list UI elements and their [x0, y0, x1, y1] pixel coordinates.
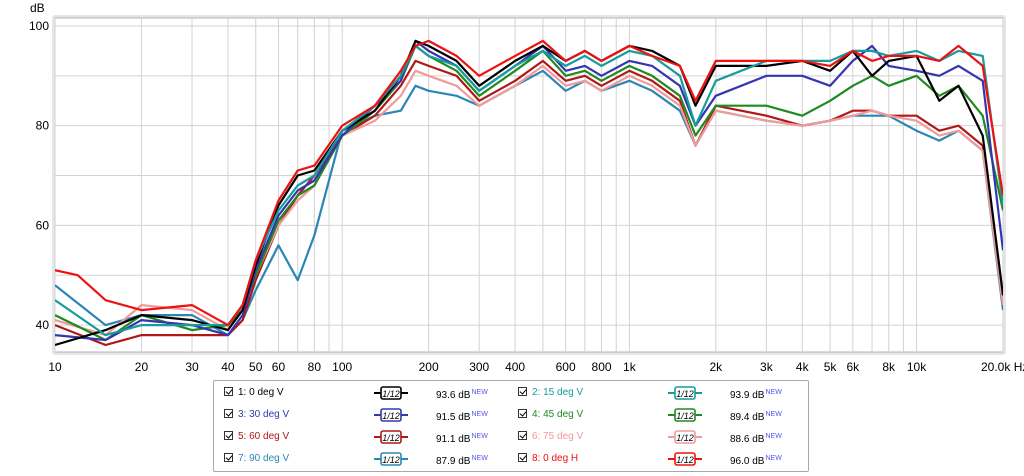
legend-level: 96.0 dBNEW — [730, 455, 782, 467]
new-badge: NEW — [471, 389, 488, 396]
series-line-4 — [55, 44, 1003, 342]
smoothing-button[interactable]: 1/12 — [668, 408, 702, 422]
x-tick-label: 6k — [846, 360, 860, 374]
legend-label: 4: 45 deg V — [532, 409, 584, 420]
series-checkbox[interactable] — [518, 387, 527, 396]
legend-entry-7[interactable]: 7: 90 deg V 1/12 87.9 dBNEW — [224, 450, 509, 468]
x-tick-label: 80 — [308, 360, 322, 374]
x-tick-label: 8k — [882, 360, 896, 374]
series-checkbox[interactable] — [224, 453, 233, 462]
legend-entry-6[interactable]: 6: 75 deg V 1/12 88.6 dBNEW — [518, 428, 803, 446]
svg-text:1/12: 1/12 — [382, 389, 400, 399]
smoothing-button[interactable]: 1/12 — [668, 430, 702, 444]
svg-text:1/12: 1/12 — [382, 455, 400, 465]
x-tick-label: 40 — [221, 360, 235, 374]
series-checkbox[interactable] — [224, 409, 233, 418]
chart-area: 40 60 80 100 dB 10 20 30 40 50 60 80 100 200 300 400 600… — [29, 1, 1024, 374]
legend-level: 93.9 dBNEW — [730, 389, 782, 401]
y-tick-label: 60 — [36, 218, 50, 232]
new-badge: NEW — [765, 433, 782, 440]
legend: 1: 0 deg V 1/12 93.6 dBNEW 2: 15 deg V 1/12 9… — [213, 380, 809, 472]
x-tick-label: 300 — [469, 360, 489, 374]
series-checkbox[interactable] — [224, 387, 233, 396]
x-tick-label: 10 — [48, 360, 62, 374]
legend-level: 87.9 dBNEW — [436, 455, 488, 467]
legend-entry-1[interactable]: 1: 0 deg V 1/12 93.6 dBNEW — [224, 384, 509, 402]
legend-level: 88.6 dBNEW — [730, 433, 782, 445]
legend-level: 89.4 dBNEW — [730, 411, 782, 423]
smoothing-button[interactable]: 1/12 — [374, 430, 408, 444]
x-tick-label: 20 — [135, 360, 149, 374]
series-checkbox[interactable] — [518, 409, 527, 418]
x-tick-label: 400 — [505, 360, 525, 374]
x-tick-label: 60 — [272, 360, 286, 374]
x-tick-label: 4k — [796, 360, 810, 374]
new-badge: NEW — [471, 455, 488, 462]
smoothing-button[interactable]: 1/12 — [374, 452, 408, 466]
legend-entry-8[interactable]: 8: 0 deg H 1/12 96.0 dBNEW — [518, 450, 803, 468]
svg-text:1/12: 1/12 — [676, 433, 694, 443]
legend-label: 8: 0 deg H — [532, 453, 579, 464]
legend-label: 1: 0 deg V — [238, 387, 284, 398]
svg-text:1/12: 1/12 — [676, 455, 694, 465]
legend-entry-4[interactable]: 4: 45 deg V 1/12 89.4 dBNEW — [518, 406, 803, 424]
series-checkbox[interactable] — [518, 453, 527, 462]
series-line-1 — [55, 39, 1003, 347]
x-tick-label: 1k — [623, 360, 637, 374]
legend-label: 6: 75 deg V — [532, 431, 584, 442]
frequency-response-chart: 40 60 80 100 dB 10 20 30 40 50 60 80 100 200 300 400 600… — [29, 1, 1024, 374]
new-badge: NEW — [765, 411, 782, 418]
x-tick-label: 800 — [592, 360, 612, 374]
x-tick-label: 20.0k Hz — [981, 360, 1024, 374]
series-line-7 — [55, 69, 1003, 337]
legend-entry-2[interactable]: 2: 15 deg V 1/12 93.9 dBNEW — [518, 384, 803, 402]
x-tick-label: 600 — [556, 360, 576, 374]
series-checkbox[interactable] — [224, 431, 233, 440]
series-checkbox[interactable] — [518, 431, 527, 440]
x-tick-label: 100 — [332, 360, 352, 374]
x-tick-label: 10k — [907, 360, 927, 374]
legend-label: 2: 15 deg V — [532, 387, 584, 398]
svg-text:1/12: 1/12 — [382, 411, 400, 421]
x-tick-label: 3k — [760, 360, 774, 374]
smoothing-button[interactable]: 1/12 — [668, 452, 702, 466]
x-tick-label: 5k — [824, 360, 838, 374]
legend-label: 5: 60 deg V — [238, 431, 290, 442]
legend-level: 91.1 dBNEW — [436, 433, 488, 445]
svg-text:1/12: 1/12 — [676, 411, 694, 421]
legend-entry-3[interactable]: 3: 30 deg V 1/12 91.5 dBNEW — [224, 406, 509, 424]
y-tick-label: 80 — [36, 119, 50, 133]
y-axis-label: dB — [30, 1, 45, 15]
legend-entry-5[interactable]: 5: 60 deg V 1/12 91.1 dBNEW — [224, 428, 509, 446]
x-tick-label: 50 — [249, 360, 263, 374]
new-badge: NEW — [471, 411, 488, 418]
svg-text:1/12: 1/12 — [676, 389, 694, 399]
x-tick-label: 200 — [419, 360, 439, 374]
new-badge: NEW — [765, 389, 782, 396]
legend-label: 3: 30 deg V — [238, 409, 290, 420]
series-line-8 — [55, 39, 1003, 327]
legend-level: 93.6 dBNEW — [436, 389, 488, 401]
smoothing-button[interactable]: 1/12 — [668, 386, 702, 400]
smoothing-button[interactable]: 1/12 — [374, 386, 408, 400]
new-badge: NEW — [765, 455, 782, 462]
new-badge: NEW — [471, 433, 488, 440]
x-tick-label: 30 — [185, 360, 199, 374]
y-tick-label: 40 — [36, 318, 50, 332]
svg-text:1/12: 1/12 — [382, 433, 400, 443]
smoothing-button[interactable]: 1/12 — [374, 408, 408, 422]
legend-level: 91.5 dBNEW — [436, 411, 488, 423]
plot-background — [54, 17, 1004, 353]
legend-label: 7: 90 deg V — [238, 453, 290, 464]
y-tick-label: 100 — [29, 19, 49, 33]
x-tick-label: 2k — [709, 360, 723, 374]
